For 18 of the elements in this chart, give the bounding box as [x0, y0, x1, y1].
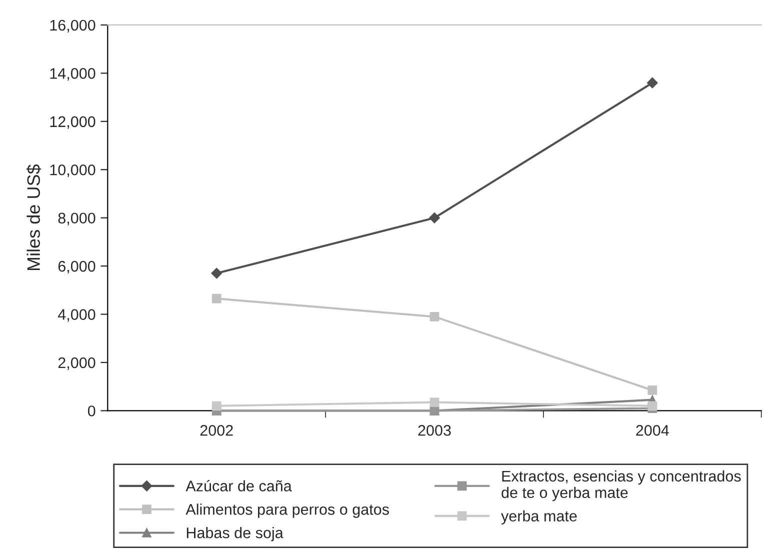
y-tick-label: 2,000: [58, 357, 96, 370]
y-tick-label: 4,000: [58, 309, 96, 322]
x-tick-label: 2003: [418, 424, 451, 436]
x-tick-label: 2004: [636, 424, 669, 436]
y-tick-label: 16,000: [50, 20, 96, 32]
x-tick-label: 2002: [200, 424, 233, 436]
legend-label: Alimentos para perros o gatos: [186, 504, 389, 518]
y-tick-label: 14,000: [50, 68, 96, 81]
legend-label: Azúcar de caña: [186, 480, 292, 492]
legend-label: Habas de soja: [186, 527, 284, 542]
y-axis-title: Miles de US$: [26, 164, 42, 270]
y-tick-label: 0: [88, 406, 96, 416]
y-tick-label: 6,000: [58, 260, 96, 274]
y-tick-label: 10,000: [50, 164, 96, 178]
y-tick-label: 8,000: [58, 212, 96, 226]
legend-label: yerba mate: [501, 510, 577, 524]
y-tick-label: 12,000: [50, 116, 96, 129]
legend-label: Extractos, esencias y concentrados de te o yerba mate: [502, 470, 741, 502]
